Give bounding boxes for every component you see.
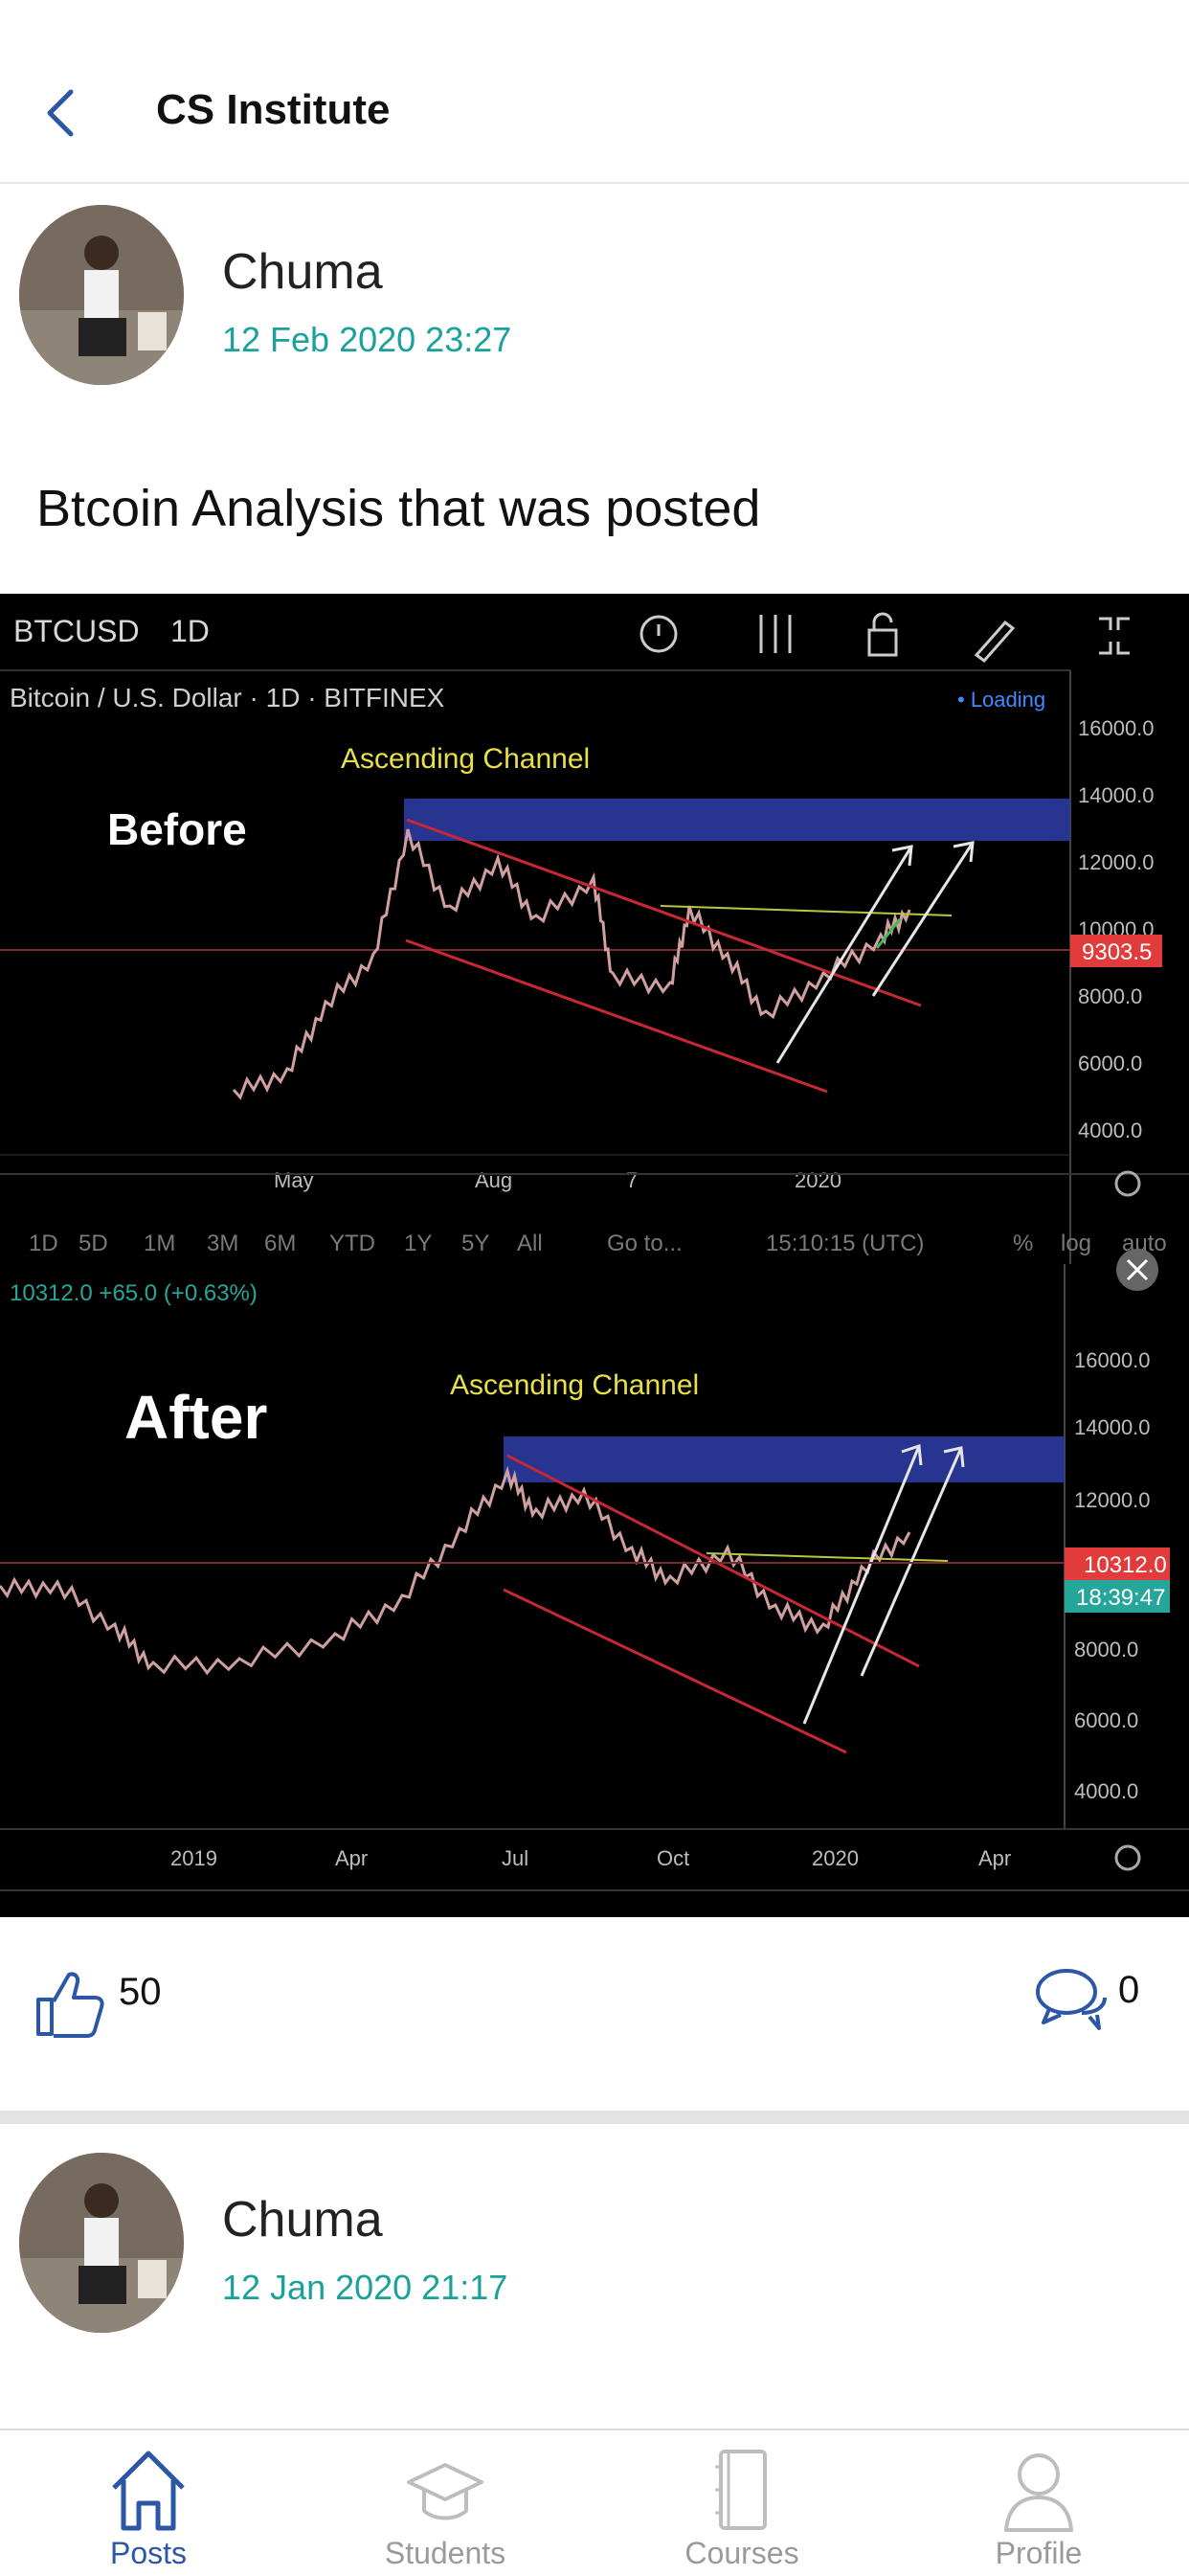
nav-label: Posts bbox=[109, 2536, 188, 2570]
brush-icon[interactable] bbox=[974, 620, 1016, 664]
fullscreen-icon[interactable] bbox=[1099, 617, 1130, 655]
price-badge-after bbox=[1065, 1548, 1170, 1580]
time-badge-after-text: 18:39:47 bbox=[1076, 1585, 1165, 1611]
price-axis-tick: 12000.0 bbox=[1078, 850, 1155, 874]
price-badge-text: 9303.5 bbox=[1082, 939, 1152, 965]
range-button[interactable]: 6M bbox=[264, 1231, 296, 1256]
time-axis-tick: 2020 bbox=[795, 1168, 841, 1192]
thumbs-up-icon[interactable] bbox=[33, 1967, 109, 2040]
lock-icon[interactable] bbox=[867, 612, 898, 657]
price-axis-tick: 14000.0 bbox=[1078, 783, 1155, 807]
pair-title: Bitcoin / U.S. Dollar · 1D · BITFINEX bbox=[10, 683, 445, 712]
page-title: CS Institute bbox=[156, 86, 391, 133]
range-button[interactable]: 3M bbox=[207, 1231, 238, 1256]
time-axis-tick: May bbox=[274, 1168, 314, 1192]
post-divider bbox=[0, 2111, 1189, 2124]
horizontal-level bbox=[660, 905, 953, 916]
channel-annotation-after: Ascending Channel bbox=[450, 1369, 699, 1401]
nav-posts[interactable]: Posts bbox=[0, 2430, 297, 2576]
price-axis-tick: 8000.0 bbox=[1078, 984, 1142, 1008]
post-image[interactable]: BTCUSD 1D Bitcoin / U.S. Dollar · 1D · B… bbox=[0, 594, 1189, 1917]
home-icon bbox=[112, 2451, 185, 2531]
channel-annotation: Ascending Channel bbox=[341, 743, 590, 775]
post-text: Btcoin Analysis that was posted bbox=[36, 480, 761, 537]
price-axis-tick: 6000.0 bbox=[1078, 1051, 1142, 1075]
like-count: 50 bbox=[119, 1971, 162, 2013]
channel-upper-line bbox=[406, 818, 922, 1007]
range-button[interactable]: 1Y bbox=[404, 1231, 432, 1256]
price-axis-tick: 8000.0 bbox=[1074, 1638, 1138, 1661]
price-axis-tick: 16000.0 bbox=[1074, 1348, 1151, 1372]
settings-icon[interactable] bbox=[1114, 1170, 1141, 1197]
notebook-icon bbox=[715, 2450, 767, 2530]
range-button[interactable]: All bbox=[517, 1231, 543, 1256]
price-badge-after-text: 10312.0 bbox=[1084, 1552, 1167, 1578]
price-axis-tick: 4000.0 bbox=[1074, 1779, 1138, 1803]
price-series-before bbox=[232, 828, 911, 1100]
alarm-icon[interactable] bbox=[639, 615, 678, 653]
resistance-zone-after bbox=[504, 1436, 1065, 1482]
settings-icon-after[interactable] bbox=[1114, 1844, 1141, 1871]
range-button[interactable]: 5D bbox=[79, 1231, 108, 1256]
price-axis-tick: 12000.0 bbox=[1074, 1488, 1151, 1512]
time-axis-tick: Oct bbox=[657, 1846, 689, 1870]
comment-icon[interactable] bbox=[1032, 1963, 1110, 2036]
nav-profile[interactable]: Profile bbox=[890, 2430, 1187, 2576]
post-author[interactable]: Chuma bbox=[222, 244, 383, 300]
avatar[interactable] bbox=[19, 205, 184, 385]
bottom-nav: Posts Students Courses Profile bbox=[0, 2429, 1189, 2576]
channel-lower-line bbox=[405, 938, 828, 1094]
nav-label: Courses bbox=[684, 2536, 799, 2570]
indicators-icon[interactable] bbox=[759, 615, 792, 653]
price-series-after bbox=[0, 1465, 911, 1676]
nav-courses[interactable]: Courses bbox=[594, 2430, 890, 2576]
close-icon[interactable] bbox=[1116, 1249, 1158, 1291]
time-badge-after bbox=[1065, 1580, 1170, 1613]
bottom-chart: 10312.0 +65.0 (+0.63%) 16000.0 14000.0 120… bbox=[0, 1249, 1189, 1917]
price-axis-tick: 6000.0 bbox=[1074, 1708, 1138, 1732]
price-badge bbox=[1070, 935, 1162, 967]
time-axis-tick: Apr bbox=[335, 1846, 368, 1870]
projection-arrows bbox=[775, 841, 975, 1064]
post-date: 12 Jan 2020 21:17 bbox=[222, 2268, 508, 2307]
time-axis-tick: Aug bbox=[475, 1168, 512, 1192]
app-header: CS Institute bbox=[0, 0, 1189, 184]
time-axis-tick: Apr bbox=[978, 1846, 1011, 1870]
price-quote: 10312.0 +65.0 (+0.63%) bbox=[10, 1280, 258, 1306]
range-button[interactable]: 1M bbox=[144, 1231, 175, 1256]
log-toggle[interactable]: log bbox=[1061, 1231, 1091, 1256]
top-chart: BTCUSD 1D Bitcoin / U.S. Dollar · 1D · B… bbox=[0, 594, 1189, 1264]
post-author[interactable]: Chuma bbox=[222, 2192, 383, 2248]
resistance-zone bbox=[404, 799, 1070, 841]
price-axis-tick: 14000.0 bbox=[1074, 1415, 1151, 1439]
percent-toggle[interactable]: % bbox=[1013, 1231, 1033, 1256]
range-button[interactable]: 5Y bbox=[461, 1231, 489, 1256]
nav-label: Students bbox=[384, 2536, 506, 2570]
comment-count: 0 bbox=[1118, 1969, 1140, 2011]
goto-link[interactable]: Go to... bbox=[607, 1231, 683, 1256]
range-button[interactable]: YTD bbox=[329, 1231, 375, 1256]
loading-indicator: • Loading bbox=[957, 688, 1045, 712]
range-button[interactable]: 1D bbox=[29, 1231, 58, 1256]
post-date: 12 Feb 2020 23:27 bbox=[222, 320, 512, 359]
after-label: After bbox=[124, 1383, 267, 1452]
back-arrow-icon[interactable] bbox=[38, 84, 84, 142]
avatar[interactable] bbox=[19, 2153, 184, 2333]
user-icon bbox=[1004, 2453, 1073, 2532]
channel-lower-line-after bbox=[503, 1588, 847, 1754]
graduation-cap-icon bbox=[407, 2463, 483, 2520]
channel-upper-line-after bbox=[506, 1454, 920, 1668]
chart-interval: 1D bbox=[170, 614, 210, 648]
nav-students[interactable]: Students bbox=[297, 2430, 594, 2576]
time-axis-tick: Jul bbox=[502, 1846, 528, 1870]
time-axis-tick: 2020 bbox=[812, 1846, 859, 1870]
nav-label: Profile bbox=[995, 2536, 1083, 2570]
price-axis-tick: 4000.0 bbox=[1078, 1119, 1142, 1142]
time-axis-tick: 7 bbox=[626, 1168, 638, 1192]
chart-symbol: BTCUSD bbox=[13, 614, 140, 648]
price-axis-tick: 16000.0 bbox=[1078, 716, 1155, 740]
before-label: Before bbox=[107, 804, 247, 854]
utc-time: 15:10:15 (UTC) bbox=[766, 1231, 924, 1256]
time-axis-tick: 2019 bbox=[170, 1846, 217, 1870]
